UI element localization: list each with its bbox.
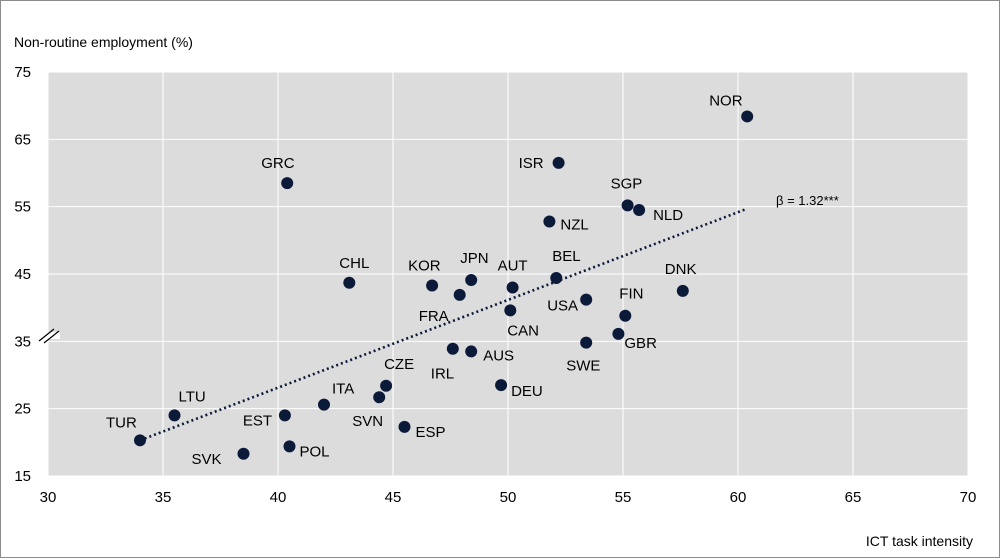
y-axis-title: Non-routine employment (%) [14, 34, 193, 50]
x-tick-label: 70 [960, 489, 977, 506]
data-point-esp [398, 420, 411, 433]
data-point-grc [281, 177, 294, 190]
point-label-esp: ESP [416, 424, 446, 441]
data-point-can [504, 304, 517, 317]
point-label-jpn: JPN [460, 250, 488, 267]
point-label-usa: USA [547, 298, 578, 315]
point-label-pol: POL [300, 443, 330, 460]
point-label-svn: SVN [352, 413, 383, 430]
y-tick-label: 25 [14, 401, 31, 418]
y-tick-label: 55 [14, 199, 31, 216]
point-label-ltu: LTU [179, 388, 206, 405]
data-point-nor [741, 110, 754, 123]
point-label-aut: AUT [498, 257, 528, 274]
data-points [134, 110, 754, 460]
x-tick-label: 55 [615, 489, 632, 506]
x-tick-label: 35 [155, 489, 172, 506]
grid-lines [47, 71, 969, 477]
data-point-swe [580, 336, 593, 349]
point-label-kor: KOR [408, 257, 441, 274]
data-point-nld [633, 204, 646, 217]
data-point-ita [318, 398, 330, 411]
data-point-nzl [543, 215, 556, 228]
x-tick-label: 30 [40, 489, 57, 506]
point-label-dnk: DNK [665, 261, 697, 278]
data-point-bel [550, 272, 563, 285]
point-label-cze: CZE [384, 356, 414, 373]
y-tick-label: 45 [14, 266, 31, 283]
point-label-fin: FIN [619, 286, 643, 303]
data-point-isr [552, 156, 565, 169]
point-label-irl: IRL [431, 366, 454, 383]
data-point-aus [465, 345, 478, 358]
data-point-gbr [612, 327, 625, 340]
data-point-usa [580, 293, 593, 306]
point-label-bel: BEL [552, 248, 580, 265]
point-label-chl: CHL [339, 255, 369, 272]
x-tick-label: 50 [500, 489, 517, 506]
data-point-chl [343, 276, 356, 289]
x-axis-title: ICT task intensity [866, 533, 973, 549]
point-label-can: CAN [507, 322, 539, 339]
axis-break-marker [38, 328, 60, 344]
data-point-dnk [676, 284, 689, 297]
point-label-deu: DEU [511, 383, 543, 400]
data-point-aut [506, 281, 519, 294]
point-label-nor: NOR [709, 92, 743, 109]
x-tick-label: 45 [385, 489, 402, 506]
data-point-cze [380, 379, 393, 392]
point-label-tur: TUR [106, 414, 137, 431]
data-point-est [278, 409, 291, 422]
data-point-fin [619, 309, 632, 322]
x-tick-label: 60 [730, 489, 747, 506]
point-label-sgp: SGP [611, 175, 643, 192]
data-point-fra [453, 288, 466, 301]
point-label-aus: AUS [483, 347, 514, 364]
y-tick-labels: 75 65 55 45 35 25 15 [14, 64, 31, 485]
y-tick-label: 75 [14, 64, 31, 81]
data-point-ltu [168, 409, 181, 422]
trendline-group [139, 207, 748, 442]
point-label-ita: ITA [332, 381, 354, 398]
point-label-swe: SWE [566, 358, 600, 375]
data-point-sgp [621, 199, 634, 212]
y-tick-label: 35 [14, 333, 31, 350]
point-label-est: EST [243, 412, 272, 429]
x-tick-label: 65 [845, 489, 862, 506]
trendline [139, 207, 748, 442]
point-labels: NOR ISR GRC SGP NLD NZL CHL KOR JPN FRA AUT BEL DNK U… [106, 92, 743, 467]
point-label-nld: NLD [653, 207, 683, 224]
data-point-irl [446, 342, 459, 355]
trendline-annotation: β = 1.32*** [776, 193, 839, 208]
point-label-gbr: GBR [624, 335, 657, 352]
data-point-tur [134, 434, 146, 447]
point-label-isr: ISR [519, 155, 544, 172]
y-tick-label: 65 [14, 131, 31, 148]
data-point-pol [283, 440, 296, 453]
x-tick-label: 40 [270, 489, 287, 506]
data-point-jpn [465, 274, 478, 287]
data-point-svk [237, 447, 250, 460]
point-label-grc: GRC [261, 155, 295, 172]
data-point-kor [426, 279, 439, 292]
point-label-svk: SVK [192, 451, 222, 468]
data-point-deu [495, 379, 508, 392]
y-tick-label: 15 [14, 468, 31, 485]
data-point-svn [373, 391, 386, 404]
point-label-nzl: NZL [560, 216, 588, 233]
point-label-fra: FRA [419, 308, 449, 325]
x-tick-labels: 30 35 40 45 50 55 60 65 70 [40, 489, 977, 506]
